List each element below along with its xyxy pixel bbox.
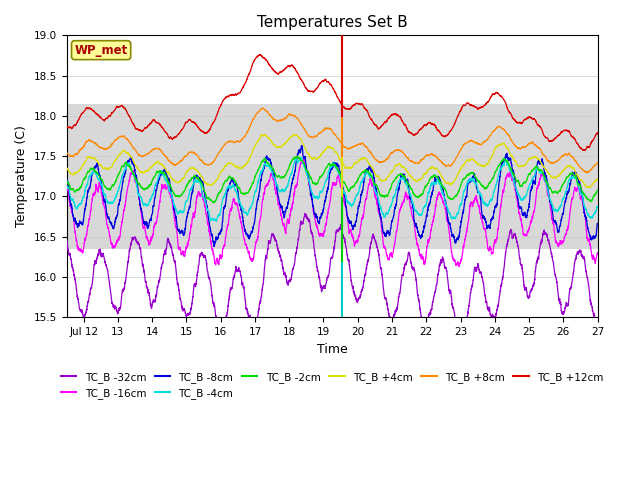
TC_B -2cm (551, 189, 559, 194)
TC_B -4cm (551, 207, 559, 213)
TC_B -2cm (286, 162, 294, 168)
TC_B -2cm (63, 177, 70, 183)
TC_B -8cm (551, 219, 559, 225)
TC_B -16cm (455, 264, 463, 269)
TC_B -8cm (210, 244, 218, 250)
Line: TC_B +8cm: TC_B +8cm (67, 108, 598, 172)
TC_B -4cm (594, 204, 602, 210)
TC_B +12cm (290, 64, 298, 70)
Line: TC_B +12cm: TC_B +12cm (67, 55, 598, 150)
TC_B -8cm (578, 191, 586, 196)
TC_B -32cm (290, 264, 298, 269)
Legend: TC_B -32cm, TC_B -16cm, TC_B -8cm, TC_B -4cm, TC_B -2cm, TC_B +4cm, TC_B +8cm, T: TC_B -32cm, TC_B -16cm, TC_B -8cm, TC_B … (56, 368, 607, 403)
TC_B +12cm (581, 147, 589, 153)
TC_B +12cm (594, 130, 602, 135)
TC_B +4cm (551, 174, 559, 180)
TC_B -16cm (290, 193, 298, 199)
TC_B -32cm (594, 327, 602, 333)
TC_B +8cm (259, 105, 267, 111)
TC_B +4cm (315, 154, 323, 160)
Line: TC_B -4cm: TC_B -4cm (67, 158, 598, 221)
TC_B -32cm (63, 236, 70, 242)
TC_B +12cm (63, 124, 70, 130)
TC_B -16cm (449, 254, 456, 260)
TC_B +4cm (586, 185, 593, 191)
TC_B +4cm (290, 132, 298, 137)
TC_B -16cm (578, 193, 586, 199)
Line: TC_B -32cm: TC_B -32cm (67, 213, 598, 341)
TC_B -32cm (301, 210, 308, 216)
TC_B -16cm (63, 184, 70, 190)
TC_B -4cm (212, 218, 220, 224)
TC_B -2cm (449, 196, 456, 202)
TC_B +8cm (449, 161, 456, 167)
TC_B -8cm (594, 221, 602, 227)
TC_B +8cm (577, 166, 585, 171)
TC_B +8cm (594, 159, 602, 165)
TC_B -8cm (63, 177, 70, 182)
TC_B -16cm (286, 216, 294, 222)
TC_B -4cm (449, 216, 456, 222)
TC_B -4cm (63, 182, 70, 188)
TC_B +12cm (257, 52, 264, 58)
TC_B +8cm (286, 111, 294, 117)
TC_B -4cm (290, 160, 298, 166)
TC_B -8cm (298, 143, 305, 149)
TC_B -32cm (578, 252, 586, 257)
Y-axis label: Temperature (C): Temperature (C) (15, 125, 28, 227)
TC_B +4cm (63, 165, 70, 170)
Line: TC_B -16cm: TC_B -16cm (67, 160, 598, 266)
TC_B +12cm (551, 135, 559, 141)
TC_B +4cm (577, 178, 585, 183)
TC_B -4cm (578, 191, 586, 197)
TC_B +8cm (551, 159, 559, 165)
TC_B +4cm (290, 132, 298, 137)
TC_B +12cm (286, 63, 294, 69)
TC_B -2cm (594, 187, 602, 193)
TC_B +12cm (449, 125, 456, 131)
Line: TC_B -2cm: TC_B -2cm (67, 156, 598, 203)
TC_B -2cm (294, 154, 301, 159)
TC_B -8cm (449, 232, 456, 238)
Bar (67, 104, 598, 249)
TC_B +12cm (577, 145, 585, 151)
X-axis label: Time: Time (317, 343, 348, 356)
TC_B -2cm (210, 200, 218, 205)
TC_B -32cm (551, 272, 559, 277)
Title: Temperatures Set B: Temperatures Set B (257, 15, 408, 30)
TC_B -8cm (290, 172, 298, 178)
TC_B +4cm (286, 135, 294, 141)
TC_B -16cm (551, 235, 559, 240)
TC_B -4cm (316, 194, 323, 200)
TC_B -2cm (578, 187, 586, 192)
TC_B -2cm (316, 176, 323, 182)
TC_B -8cm (286, 193, 294, 199)
Line: TC_B +4cm: TC_B +4cm (67, 134, 598, 188)
TC_B -32cm (286, 277, 294, 283)
TC_B -2cm (290, 155, 298, 160)
Text: WP_met: WP_met (74, 44, 128, 57)
TC_B +12cm (315, 82, 323, 87)
TC_B -32cm (449, 304, 456, 310)
TC_B -4cm (286, 175, 294, 180)
TC_B -8cm (316, 220, 323, 226)
TC_B +8cm (584, 169, 592, 175)
TC_B -16cm (315, 232, 323, 238)
Line: TC_B -8cm: TC_B -8cm (67, 146, 598, 247)
TC_B +4cm (594, 176, 602, 182)
TC_B -32cm (456, 338, 464, 344)
TC_B +4cm (449, 180, 456, 186)
TC_B +8cm (290, 113, 298, 119)
TC_B +8cm (315, 131, 323, 136)
TC_B -32cm (315, 275, 323, 281)
TC_B -16cm (594, 250, 602, 256)
TC_B -16cm (300, 157, 308, 163)
TC_B +8cm (63, 150, 70, 156)
TC_B -4cm (298, 155, 305, 161)
